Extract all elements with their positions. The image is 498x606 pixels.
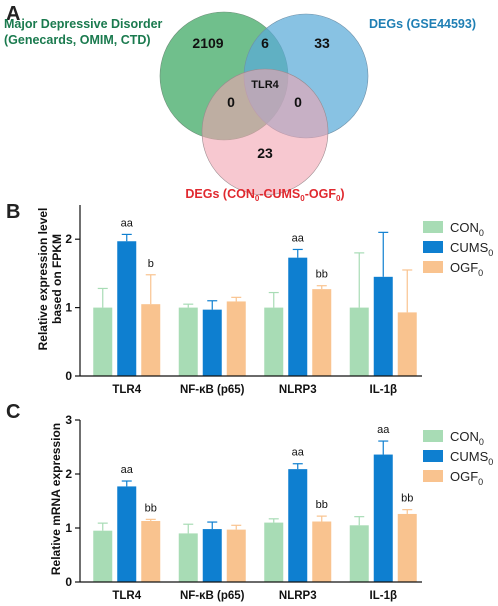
legend-label: CUMS0 [450, 449, 493, 467]
significance-label: aa [292, 447, 305, 459]
panel-label-a: A [6, 3, 20, 25]
bar [141, 304, 161, 376]
y-axis-label-c: Relative mRNA expression [49, 423, 63, 575]
bar [373, 454, 393, 582]
bar [178, 307, 198, 376]
panel-label-b: B [6, 201, 20, 223]
legend-label: OGF0 [450, 469, 483, 487]
legend-swatch [423, 261, 443, 273]
y-tick-label: 0 [65, 575, 72, 589]
bar [226, 301, 246, 376]
legend-swatch [423, 470, 443, 482]
bar [312, 521, 332, 582]
bar-chart-fpkm: B Relative expression level based on FPK… [6, 201, 422, 396]
significance-label: aa [292, 232, 305, 244]
venn-circle-con-cums-ogf [201, 68, 329, 196]
bar [202, 529, 222, 582]
x-category-label: IL-1β [370, 590, 397, 602]
bar [178, 533, 198, 582]
bar [349, 525, 369, 582]
significance-label: bb [316, 499, 328, 511]
y-axis-label-b-line2: based on FPKM [50, 234, 64, 324]
bar [373, 276, 393, 376]
y-tick-label: 2 [65, 467, 72, 481]
bar [312, 289, 332, 376]
bar [93, 530, 113, 582]
venn-region-mdd-con: 0 [227, 94, 235, 110]
legend-swatch [423, 241, 443, 253]
venn-region-mdd-gse: 6 [261, 35, 269, 51]
y-tick-label: 1 [65, 301, 72, 315]
significance-label: aa [121, 217, 134, 229]
legend-label: CON0 [450, 429, 484, 447]
bar [202, 309, 222, 376]
significance-label: bb [401, 493, 413, 505]
significance-label: aa [121, 464, 134, 476]
x-categories-b: TLR4 NF-κB (p65) NLRP3 IL-1β [112, 384, 397, 396]
y-ticks-b: 0 1 2 [65, 232, 80, 383]
y-tick-label: 3 [65, 413, 72, 427]
bar [117, 241, 137, 376]
bar [288, 257, 308, 376]
venn-region-gse-con: 0 [294, 94, 302, 110]
bars-c: aa bb aa bb aa bb [93, 424, 417, 582]
significance-label: aa [377, 424, 390, 436]
x-category-label: NF-κB (p65) [180, 590, 245, 602]
bar [226, 529, 246, 582]
legend-label: OGF0 [450, 260, 483, 278]
y-tick-label: 2 [65, 232, 72, 246]
x-category-label: NLRP3 [279, 590, 317, 602]
bar [397, 513, 417, 582]
bar [117, 486, 137, 582]
x-category-label: TLR4 [112, 384, 141, 396]
bar-chart-mrna: C Relative mRNA expression 0 1 2 3 aa bb aa bb… [6, 401, 422, 602]
bar [288, 469, 308, 582]
legend-swatch [423, 450, 443, 462]
y-tick-label: 1 [65, 521, 72, 535]
legend-label: CON0 [450, 220, 484, 238]
venn-region-center: TLR4 [251, 79, 279, 91]
venn-region-only-con: 23 [257, 145, 273, 161]
legend-swatch [423, 221, 443, 233]
x-category-label: TLR4 [112, 590, 141, 602]
bar [93, 307, 113, 376]
x-category-label: IL-1β [370, 384, 397, 396]
x-category-label: NLRP3 [279, 384, 317, 396]
bar [141, 520, 161, 582]
legend-label: CUMS0 [450, 240, 493, 258]
x-categories-c: TLR4 NF-κB (p65) NLRP3 IL-1β [112, 590, 397, 602]
y-ticks-c: 0 1 2 3 [65, 413, 80, 589]
legend-b: CON0 CUMS0 OGF0 [423, 220, 493, 278]
venn-set-a-subname: (Genecards, OMIM, CTD) [4, 33, 151, 47]
venn-panel: A Major Depressive Disorder (Genecards, … [4, 3, 476, 203]
venn-region-only-mdd: 2109 [192, 35, 223, 51]
bar [349, 307, 369, 376]
venn-set-a-name: Major Depressive Disorder [4, 17, 163, 31]
panel-label-c: C [6, 401, 20, 423]
y-axis-label-b-line1: Relative expression level [36, 208, 50, 351]
venn-set-b-name: DEGs (GSE44593) [369, 17, 476, 31]
venn-set-c-name: DEGs (CON0-CUMS0-OGF0) [185, 187, 344, 203]
x-category-label: NF-κB (p65) [180, 384, 245, 396]
bar [264, 307, 284, 376]
venn-region-only-gse: 33 [314, 35, 330, 51]
legend-swatch [423, 430, 443, 442]
bar [397, 312, 417, 376]
legend-c: CON0 CUMS0 OGF0 [423, 429, 493, 487]
bars-b: aa b aa bb [93, 217, 417, 376]
y-tick-label: 0 [65, 369, 72, 383]
significance-label: b [148, 258, 154, 270]
significance-label: bb [145, 502, 157, 514]
significance-label: bb [316, 269, 328, 281]
bar [264, 522, 284, 582]
